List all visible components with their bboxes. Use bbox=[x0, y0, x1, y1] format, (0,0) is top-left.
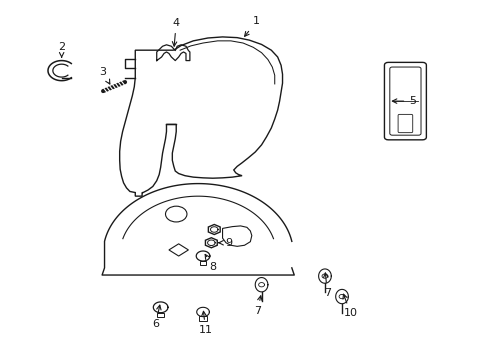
Bar bbox=[199, 316, 206, 321]
Bar bbox=[157, 313, 164, 317]
Text: 4: 4 bbox=[172, 18, 180, 46]
Text: 11: 11 bbox=[198, 311, 212, 335]
Text: 3: 3 bbox=[100, 67, 110, 84]
Text: 1: 1 bbox=[244, 17, 260, 36]
Text: 7: 7 bbox=[254, 296, 262, 316]
Text: 10: 10 bbox=[342, 294, 357, 318]
Text: 9: 9 bbox=[219, 238, 232, 248]
Text: 8: 8 bbox=[205, 255, 216, 272]
Text: 7: 7 bbox=[323, 273, 330, 298]
Bar bbox=[199, 261, 206, 265]
Text: 5: 5 bbox=[391, 96, 415, 106]
Text: 6: 6 bbox=[152, 305, 161, 329]
Text: 2: 2 bbox=[58, 42, 65, 57]
